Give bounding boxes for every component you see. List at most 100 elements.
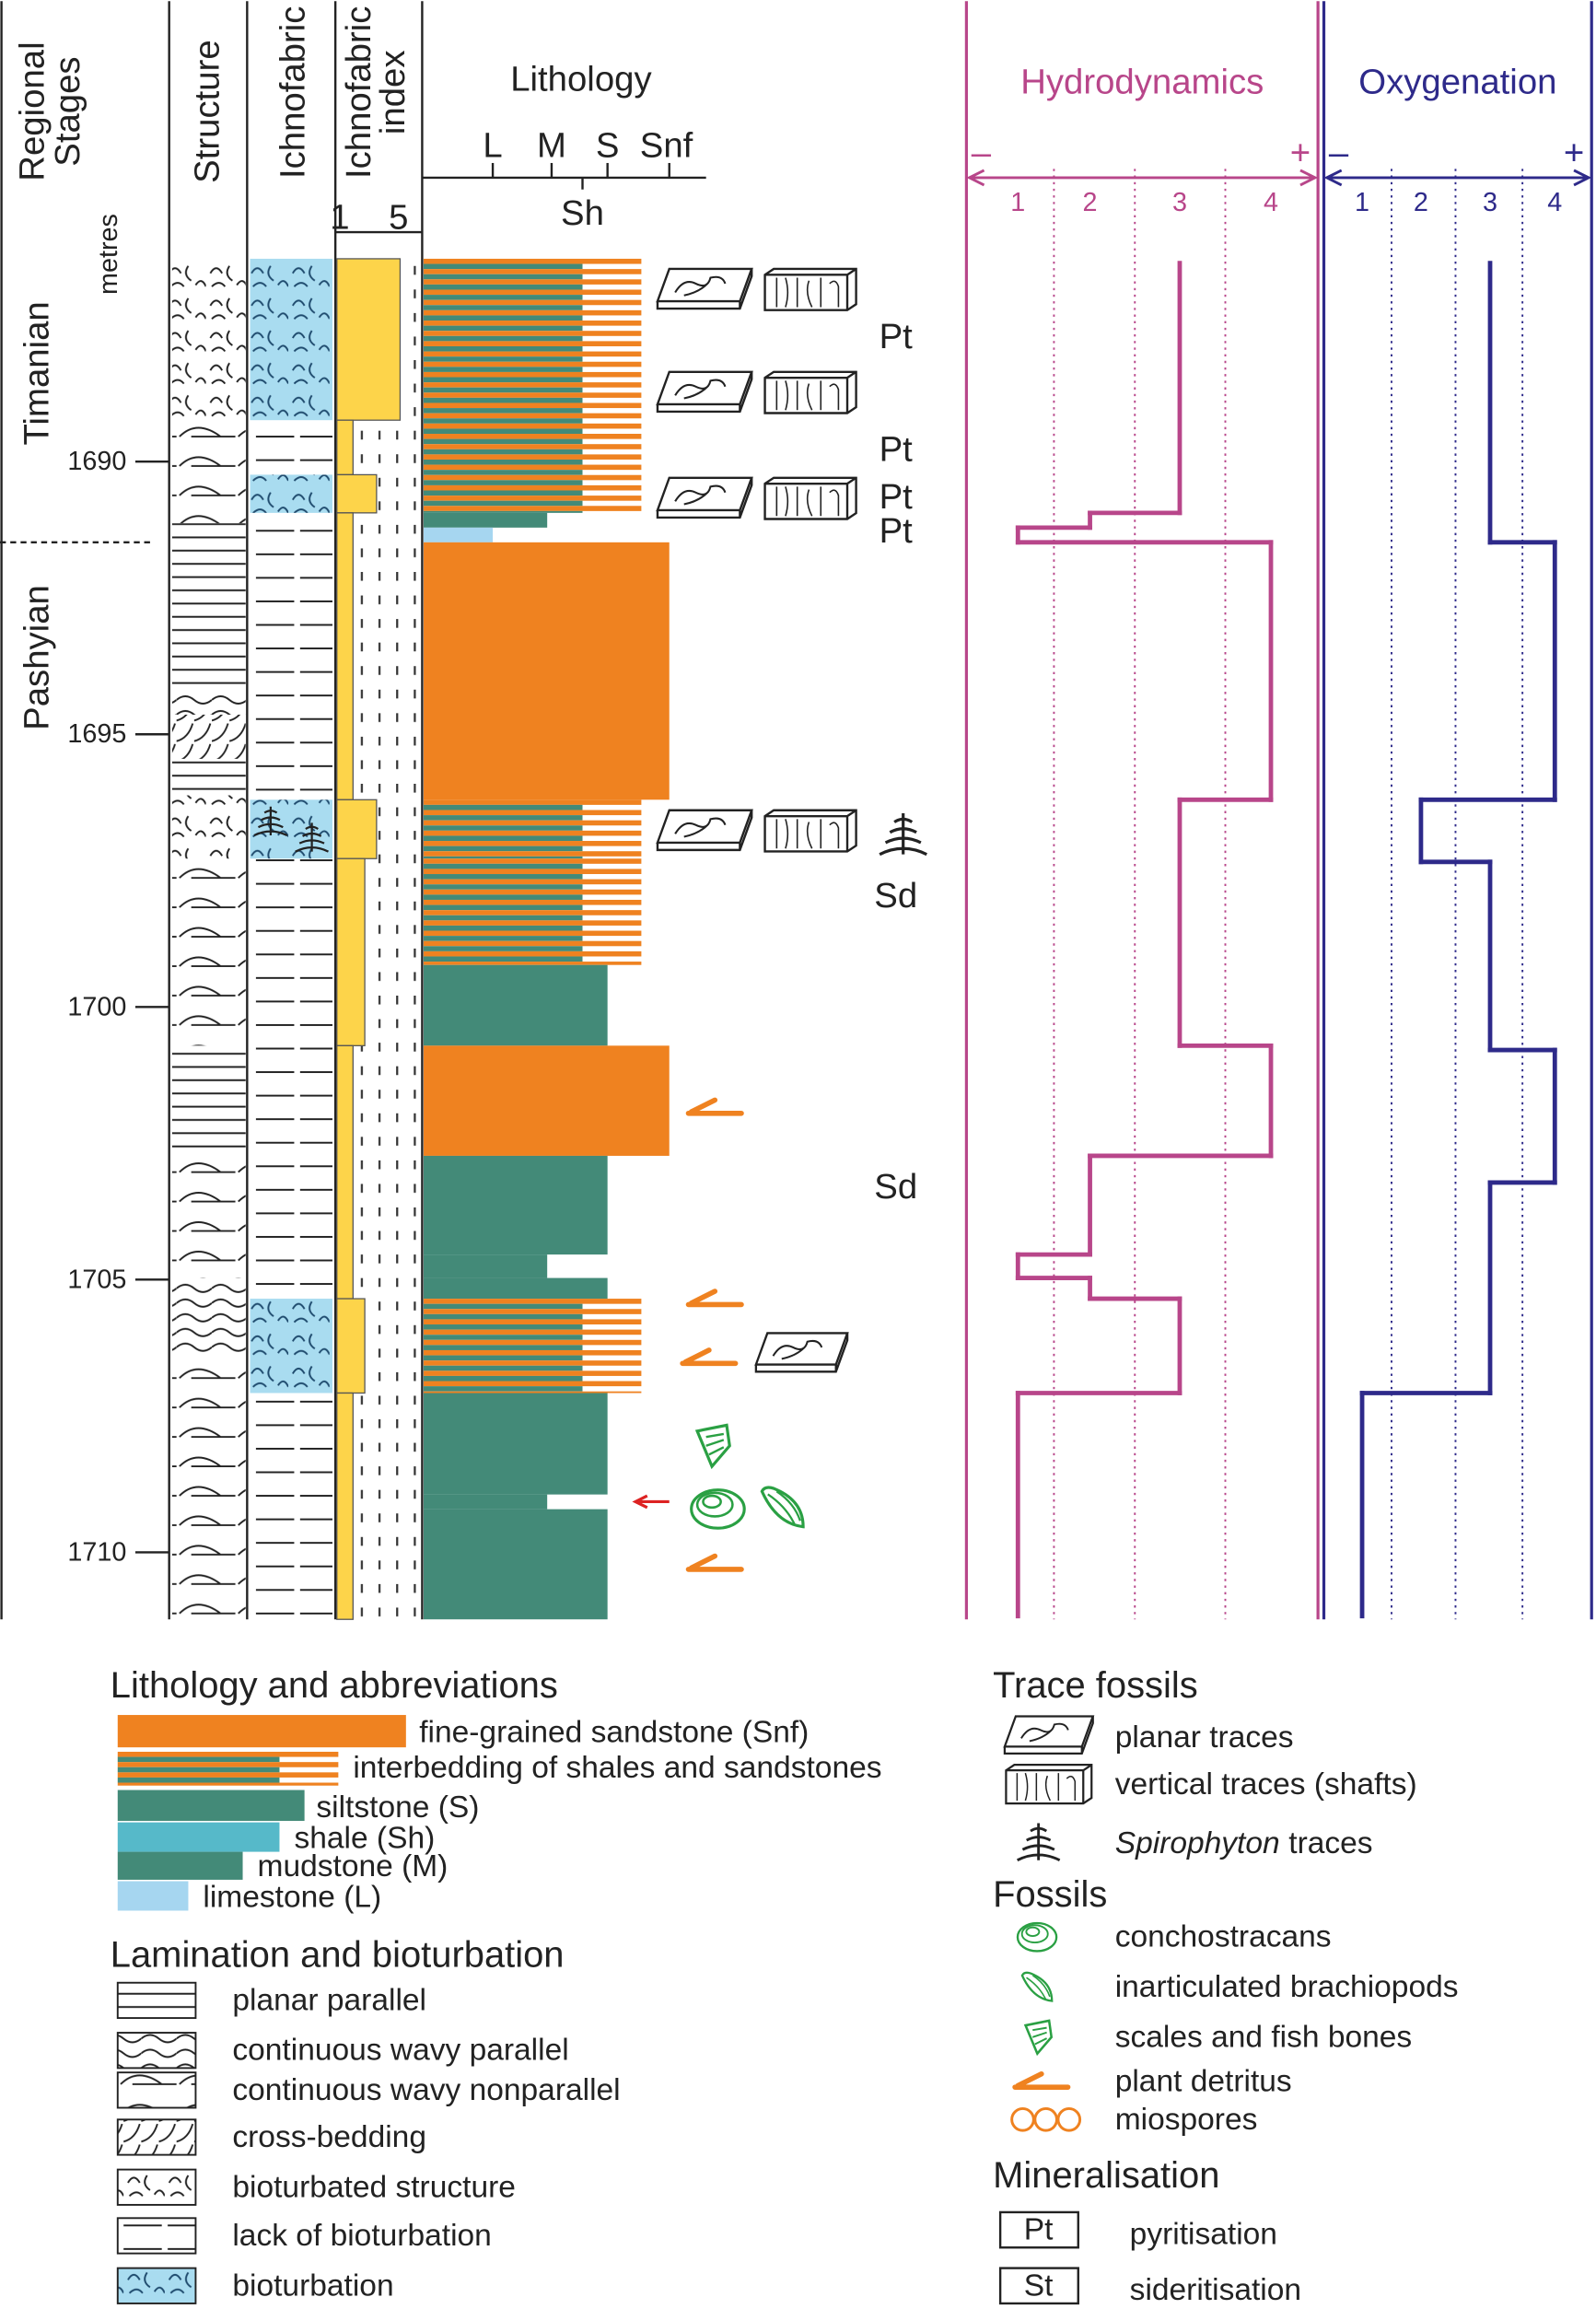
structure-interval bbox=[171, 758, 246, 796]
interbed-shale bbox=[424, 815, 583, 821]
interbed-shale bbox=[424, 356, 583, 362]
stage-label: Pashyian bbox=[17, 585, 56, 730]
grain-label: L bbox=[483, 125, 502, 165]
interbed-sand bbox=[424, 899, 642, 905]
structure-interval bbox=[171, 1155, 246, 1278]
plant-icon bbox=[682, 1350, 736, 1363]
index-bar bbox=[336, 419, 354, 476]
interbed-shale bbox=[424, 1375, 583, 1382]
interbed-sand bbox=[424, 454, 642, 460]
interbed-shale bbox=[424, 315, 583, 321]
log-label: Pt bbox=[880, 477, 914, 517]
interbed-shale bbox=[424, 367, 583, 372]
legend-icon bbox=[1005, 1763, 1093, 1805]
depth-label: 1700 bbox=[67, 992, 126, 1021]
interbed-shale bbox=[424, 295, 583, 300]
index-bar bbox=[336, 1298, 366, 1394]
interbed-sand bbox=[424, 464, 642, 471]
index-bar bbox=[336, 512, 354, 800]
panel-frame bbox=[964, 1, 1593, 1620]
interbed-sand bbox=[424, 1370, 642, 1376]
legend-icon bbox=[1024, 2019, 1054, 2056]
legend-text: cross-bedding bbox=[232, 2120, 426, 2154]
interbed-sand bbox=[424, 484, 642, 491]
interbed-sand bbox=[424, 830, 642, 836]
interbed-sand bbox=[117, 1782, 339, 1786]
interbed-sand bbox=[424, 879, 642, 885]
legend-icon bbox=[1015, 2074, 1068, 2087]
ichnofabric-interval bbox=[250, 474, 332, 513]
interbed-shale bbox=[117, 1777, 280, 1783]
legend-swatch bbox=[116, 1981, 197, 2020]
lith-bar bbox=[117, 1851, 243, 1880]
interbed-shale bbox=[424, 387, 583, 393]
interbed-shale bbox=[424, 459, 583, 465]
index-bar bbox=[336, 1044, 354, 1300]
interbed-shale bbox=[424, 263, 583, 270]
legend-text-part: planar traces bbox=[1115, 1720, 1294, 1755]
legend-italic: Spirophyton bbox=[1115, 1826, 1280, 1860]
interbed-sand bbox=[117, 1762, 339, 1767]
interbed-shale bbox=[424, 936, 583, 941]
header: Stages bbox=[48, 56, 87, 166]
legend-text: conchostracans bbox=[1115, 1920, 1332, 1954]
planar-trace-icon bbox=[656, 370, 753, 414]
index-bar bbox=[336, 258, 402, 421]
legend-icon bbox=[1016, 1921, 1058, 1953]
lith-bar bbox=[117, 1790, 305, 1822]
log-label: Sd bbox=[874, 876, 917, 915]
plant-icon bbox=[689, 1291, 742, 1304]
interbed-shale bbox=[424, 874, 583, 880]
legend-text: bioturbation bbox=[232, 2268, 393, 2303]
legend-text: miospores bbox=[1115, 2103, 1258, 2137]
log-label: Pt bbox=[880, 317, 914, 356]
planar-trace-icon bbox=[656, 267, 753, 310]
interbed-shale bbox=[424, 428, 583, 435]
interbed-shale bbox=[424, 305, 583, 310]
lith-bar bbox=[424, 1393, 608, 1495]
interbed-shale bbox=[424, 863, 583, 869]
interbed-sand bbox=[424, 962, 642, 965]
legend-code: St bbox=[1024, 2268, 1054, 2303]
interbed-sand bbox=[424, 392, 642, 398]
interbed-shale bbox=[424, 884, 583, 890]
legend-text: pyritisation bbox=[1130, 2217, 1277, 2251]
tick-label: 2 bbox=[1083, 188, 1098, 217]
interbed-sand bbox=[424, 361, 642, 367]
log-symbols bbox=[252, 267, 928, 1569]
structure-interval bbox=[171, 523, 246, 694]
lith-bar bbox=[424, 1254, 548, 1278]
interbed-sand bbox=[424, 423, 642, 429]
structure-interval bbox=[171, 693, 246, 715]
lith-bar bbox=[424, 1509, 608, 1620]
legend-text-part: vertical traces (shafts) bbox=[1115, 1767, 1417, 1802]
interbed-sand bbox=[424, 1309, 642, 1314]
legend-swatch bbox=[116, 2267, 197, 2304]
header: Regional bbox=[13, 41, 52, 181]
structure-interval bbox=[171, 858, 246, 1046]
lith-bar bbox=[424, 527, 494, 542]
index-bar bbox=[336, 799, 378, 859]
legend-text: mudstone (M) bbox=[258, 1849, 449, 1883]
interbed-shale bbox=[424, 804, 583, 810]
interbed-sand bbox=[424, 269, 642, 274]
legend-text: siltstone (S) bbox=[316, 1790, 479, 1825]
fish-scale-icon bbox=[695, 1423, 731, 1468]
interbed-sand bbox=[424, 506, 642, 511]
plant-icon bbox=[689, 1100, 742, 1113]
interbed-shale bbox=[424, 284, 583, 290]
interbed-shale bbox=[424, 835, 583, 842]
interbed-sand bbox=[424, 851, 642, 857]
interbed-sand bbox=[424, 1329, 642, 1335]
arrow bbox=[632, 1494, 670, 1510]
lith-bar bbox=[117, 1822, 280, 1852]
tick-label: 4 bbox=[1264, 188, 1278, 217]
legend-box bbox=[998, 2210, 1079, 2249]
interbed-shale bbox=[424, 500, 583, 507]
legend-title: Fossils bbox=[993, 1874, 1107, 1915]
ichnofabric-interval bbox=[250, 1393, 332, 1620]
legend-icons bbox=[1003, 1715, 1094, 2132]
vertical-trace-icon bbox=[763, 476, 857, 520]
legend-title: Lamination and bioturbation bbox=[111, 1934, 565, 1975]
interbed-sand bbox=[424, 496, 642, 501]
